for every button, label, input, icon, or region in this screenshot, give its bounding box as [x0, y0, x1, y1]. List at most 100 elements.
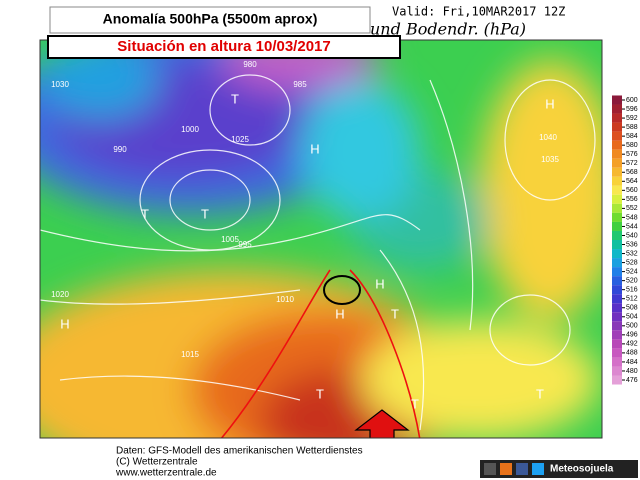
colorbar-label: 568	[626, 169, 638, 176]
url: www.wetterzentrale.de	[115, 468, 217, 479]
pressure-center: T	[231, 91, 239, 106]
colorbar-label: 484	[626, 359, 638, 366]
pressure-center: T	[411, 396, 419, 411]
colorbar-label: 556	[626, 196, 638, 203]
color-swatch	[612, 321, 622, 331]
icon[interactable]	[532, 463, 544, 475]
colorbar-label: 592	[626, 115, 638, 122]
pressure-center: H	[375, 276, 384, 291]
color-swatch	[612, 113, 622, 123]
color-swatch	[612, 230, 622, 240]
color-swatch	[612, 330, 622, 340]
color-swatch	[612, 176, 622, 186]
color-swatch	[612, 285, 622, 295]
colorbar-label: 588	[626, 124, 638, 131]
isobar-label: 1010	[276, 295, 294, 304]
colorbar-label: 536	[626, 241, 638, 248]
color-swatch	[612, 95, 622, 105]
color-swatch	[612, 221, 622, 231]
colorbar-label: 600	[626, 97, 638, 104]
colorbar-label: 596	[626, 106, 638, 113]
valid-time: Valid: Fri,10MAR2017 12Z	[392, 5, 565, 19]
colorbar-label: 552	[626, 205, 638, 212]
pressure-center: T	[536, 386, 544, 401]
icon[interactable]	[516, 463, 528, 475]
colorbar-label: 504	[626, 314, 638, 321]
colorbar-label: 572	[626, 160, 638, 167]
colorbar-label: 492	[626, 341, 638, 348]
color-swatch	[612, 240, 622, 250]
icon[interactable]	[484, 463, 496, 475]
pressure-center: T	[391, 306, 399, 321]
colorbar-label: 580	[626, 142, 638, 149]
colorbar-label: 544	[626, 223, 638, 230]
isobar-label: 1015	[181, 350, 199, 359]
colorbar: 600 596 592 588 584 580 576 572 568 564 560 556 552 5…	[612, 95, 638, 385]
isobar-label: 995	[238, 240, 252, 249]
isobar-label: 1025	[231, 135, 249, 144]
pressure-center: H	[60, 316, 69, 331]
title: Anomalía 500hPa (5500m aprox)	[103, 11, 318, 27]
isobar-label: 980	[243, 60, 257, 69]
pressure-center: T	[141, 206, 149, 221]
color-swatch	[612, 312, 622, 322]
colorbar-label: 528	[626, 259, 638, 266]
colorbar-label: 500	[626, 323, 638, 330]
color-swatch	[612, 203, 622, 213]
colorbar-label: 516	[626, 287, 638, 294]
color-swatch	[612, 375, 622, 385]
color-swatch	[612, 357, 622, 367]
pressure-center: H	[310, 141, 319, 156]
icon[interactable]	[500, 463, 512, 475]
colorbar-label: 540	[626, 232, 638, 239]
isobar-label: 1035	[541, 155, 559, 164]
colorbar-label: 488	[626, 350, 638, 357]
color-swatch	[612, 140, 622, 150]
color-swatch	[612, 276, 622, 286]
map-title: und Bodendr. (hPa)	[370, 20, 526, 39]
color-swatch	[612, 348, 622, 358]
colorbar-label: 564	[626, 178, 638, 185]
color-swatch	[612, 294, 622, 304]
isobar-label: 1020	[51, 290, 69, 299]
colorbar-label: 476	[626, 377, 638, 384]
pressure-center: T	[201, 206, 209, 221]
source: Daten: GFS-Modell des amerikanischen Wet…	[116, 446, 363, 457]
color-swatch	[612, 303, 622, 313]
color-swatch	[612, 366, 622, 376]
color-swatch	[612, 212, 622, 222]
brand[interactable]: Meteosojuela	[550, 464, 614, 475]
color-swatch	[612, 185, 622, 195]
copyright: (C) Wetterzentrale	[116, 457, 198, 468]
subtitle-box	[47, 35, 401, 59]
color-swatch	[612, 258, 622, 268]
colorbar-label: 548	[626, 214, 638, 221]
colorbar-label: 512	[626, 296, 638, 303]
color-swatch	[612, 339, 622, 349]
isobar-label: 1005	[221, 235, 239, 244]
color-swatch	[612, 267, 622, 277]
colorbar-label: 576	[626, 151, 638, 158]
colorbar-label: 508	[626, 305, 638, 312]
colorbar-label: 480	[626, 368, 638, 375]
pressure-center: T	[316, 386, 324, 401]
isobar-label: 1040	[539, 133, 557, 142]
isobar-label: 1030	[51, 80, 69, 89]
pressure-center: H	[335, 306, 344, 321]
color-swatch	[612, 158, 622, 168]
colorbar-label: 524	[626, 268, 638, 275]
isobar-label: 990	[113, 145, 127, 154]
colorbar-label: 584	[626, 133, 638, 140]
colorbar-label: 520	[626, 277, 638, 284]
colorbar-label: 560	[626, 187, 638, 194]
color-swatch	[612, 122, 622, 132]
pressure-center: H	[545, 96, 554, 111]
color-swatch	[612, 194, 622, 204]
isobar-label: 985	[293, 80, 307, 89]
title-box	[49, 6, 371, 34]
isobar-label: 1000	[181, 125, 199, 134]
color-swatch	[612, 167, 622, 177]
color-swatch	[612, 249, 622, 259]
